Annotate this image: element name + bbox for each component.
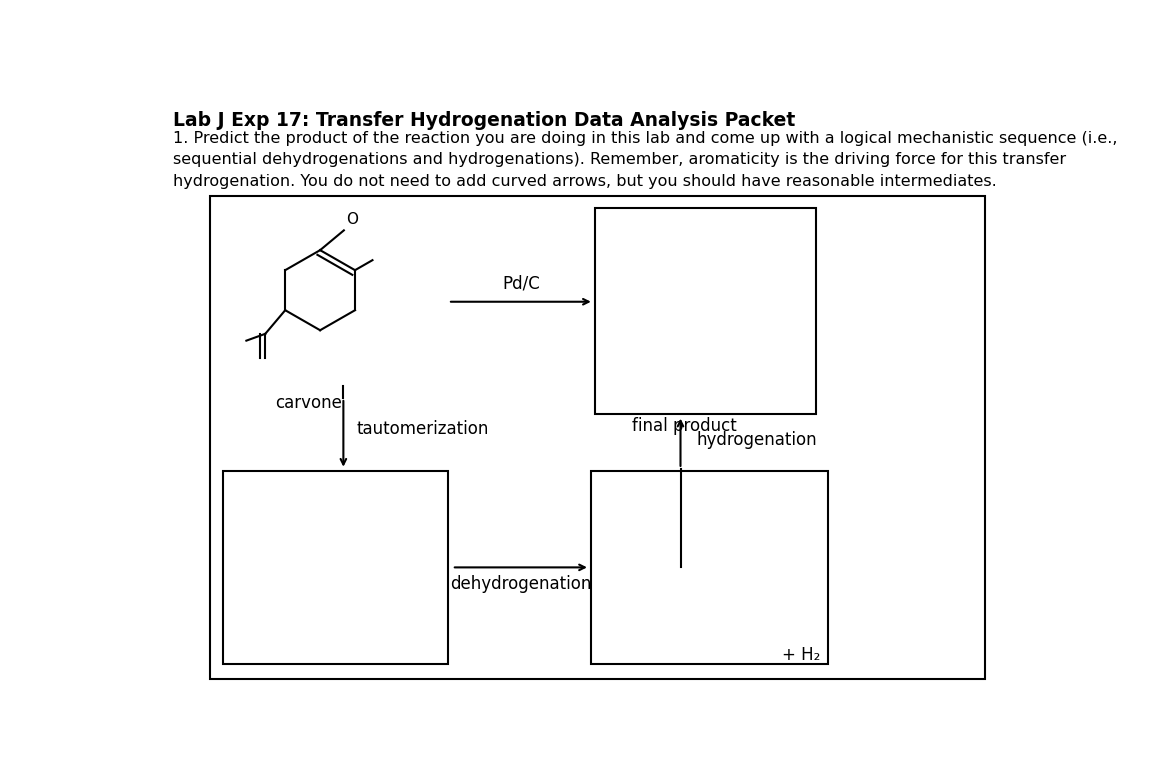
- Text: tautomerization: tautomerization: [357, 420, 489, 438]
- Text: final product: final product: [632, 418, 737, 436]
- Bar: [210, 196, 985, 679]
- Text: Pd/C: Pd/C: [503, 274, 540, 292]
- Bar: [596, 208, 816, 414]
- Text: dehydrogenation: dehydrogenation: [450, 575, 591, 593]
- Bar: [223, 471, 448, 664]
- Text: + H₂: + H₂: [781, 646, 820, 664]
- Text: Lab J Exp 17: Transfer Hydrogenation Data Analysis Packet: Lab J Exp 17: Transfer Hydrogenation Dat…: [173, 111, 795, 130]
- Bar: [591, 471, 828, 664]
- Text: carvone: carvone: [275, 394, 342, 412]
- Text: hydrogenation: hydrogenation: [696, 432, 816, 450]
- Text: O: O: [346, 211, 358, 227]
- Text: 1. Predict the product of the reaction you are doing in this lab and come up wit: 1. Predict the product of the reaction y…: [173, 131, 1117, 189]
